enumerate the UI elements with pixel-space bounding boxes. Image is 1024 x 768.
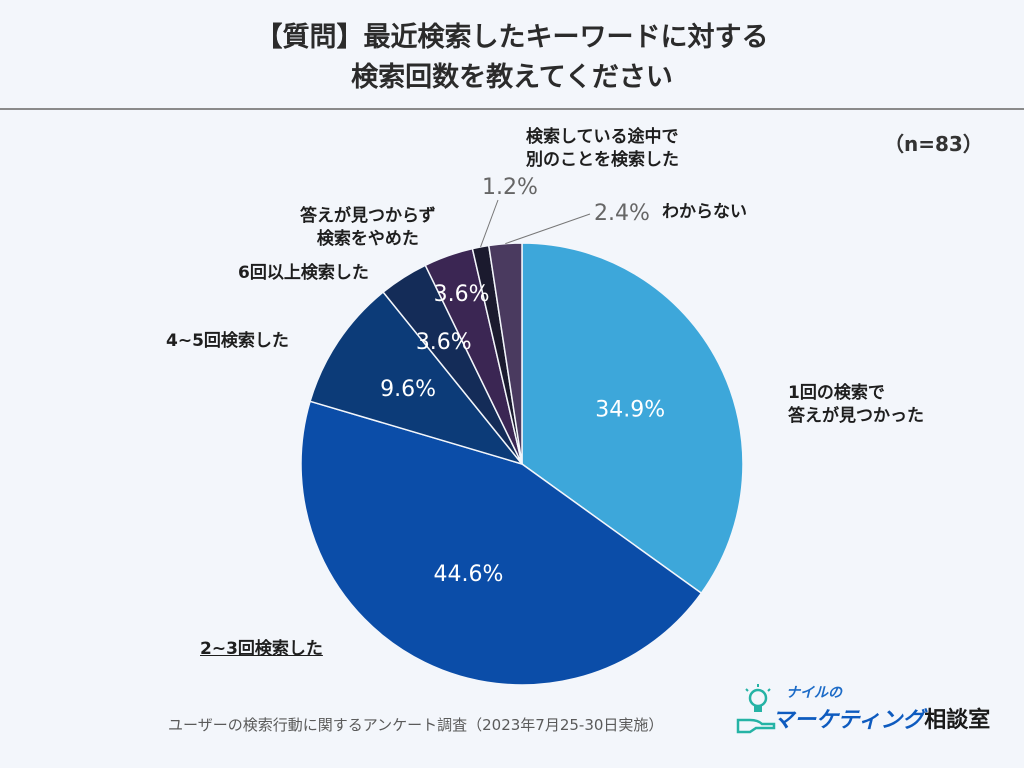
pie-slice-2	[309, 290, 525, 466]
category-label-0: 1回の検索で 答えが見つかった	[788, 383, 924, 426]
category-label-1: 2~3回検索した	[200, 639, 323, 659]
pie-slice-0	[521, 242, 744, 595]
category-label-6: わからない	[662, 202, 747, 222]
chart-title: 【質問】最近検索したキーワードに対する 検索回数を教えてください	[0, 18, 1024, 98]
title-line-2: 検索回数を教えてください	[351, 62, 673, 93]
lightbulb-hand-icon	[736, 684, 776, 734]
value-label-1: 44.6%	[434, 562, 504, 587]
value-label-2: 9.6%	[380, 377, 436, 402]
value-label-5: 1.2%	[482, 175, 538, 200]
brand-logo[interactable]: ナイルの マーケティング相談室	[736, 682, 1006, 742]
value-label-6: 2.4%	[594, 201, 650, 226]
sample-size: （n=83）	[884, 132, 983, 156]
category-label-3: 6回以上検索した	[238, 263, 369, 283]
category-label-2: 4~5回検索した	[166, 331, 289, 351]
pie-slice-1	[300, 400, 703, 686]
logo-small-text: ナイルの	[786, 685, 842, 701]
leader-line-6	[505, 213, 591, 245]
value-label-3: 3.6%	[416, 330, 472, 355]
value-label-0: 34.9%	[595, 398, 665, 423]
category-label-4: 答えが見つからず 検索をやめた	[300, 206, 436, 249]
logo-main-text: マーケティング相談室	[772, 708, 991, 733]
value-label-4: 3.6%	[434, 282, 490, 307]
pie-slice-6	[487, 242, 523, 465]
footer-note: ユーザーの検索行動に関するアンケート調査（2023年7月25-30日実施）	[168, 716, 664, 734]
leader-line-5	[480, 199, 499, 248]
category-label-5: 検索している途中で 別のことを検索した	[526, 127, 679, 170]
title-divider	[0, 108, 1024, 110]
title-line-1: 【質問】最近検索したキーワードに対する	[255, 22, 769, 53]
